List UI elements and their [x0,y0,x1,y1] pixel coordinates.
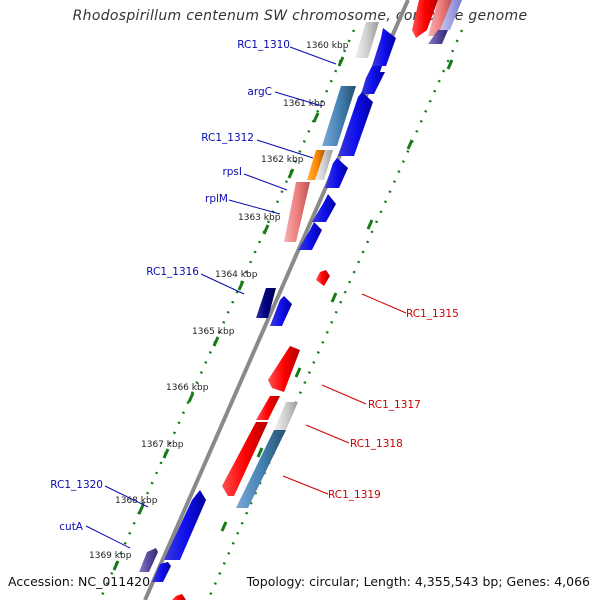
gene-feature [412,0,438,38]
accession-text: Accession: NC_011420 [8,574,151,589]
gene-feature [428,30,448,44]
kbp-tick-label: 1369 kbp [89,551,132,561]
forward-gene-features [139,22,396,582]
kbp-tick-label: 1365 kbp [192,327,235,337]
gene-label-rplm[interactable]: rplM [205,193,228,205]
gene-feature [139,548,158,572]
gene-label-rpsi[interactable]: rpsI [222,166,242,178]
gene-feature [338,92,373,156]
kbp-tick-label: 1367 kbp [141,440,184,450]
gene-feature [236,430,286,508]
gene-feature [222,422,268,496]
gene-label-rc1-1318[interactable]: RC1_1318 [350,438,403,450]
gene-feature [256,396,280,420]
gene-label-rc1-1319[interactable]: RC1_1319 [328,489,381,501]
gene-feature [152,562,171,582]
gene-label-rc1-1317[interactable]: RC1_1317 [368,399,421,411]
kbp-tick-label: 1363 kbp [238,213,281,223]
gene-feature [355,22,379,58]
kbp-tick-label: 1362 kbp [261,155,304,165]
gene-feature [268,346,300,392]
gene-feature [361,66,385,94]
kbp-tick-label: 1366 kbp [166,383,209,393]
gene-label-rc1-1316[interactable]: RC1_1316 [146,266,199,278]
topology-text: Topology: circular; Length: 4,355,543 bp… [246,574,590,589]
map-title: Rhodospirillum centenum SW chromosome, c… [72,8,528,24]
gene-label-rc1-1312[interactable]: RC1_1312 [201,132,254,144]
gene-feature [312,194,336,222]
gene-feature [372,28,396,66]
gene-label-cuta[interactable]: cutA [59,521,84,533]
gene-feature [298,222,322,250]
gene-feature [307,150,325,180]
kbp-tick-label: 1364 kbp [215,270,258,280]
gene-feature [316,270,330,286]
kbp-tick-label: 1360 kbp [306,41,349,51]
gene-label-rc1-1310[interactable]: RC1_1310 [237,39,290,51]
gene-feature [270,296,292,326]
gene-feature [164,490,206,560]
gene-feature [325,158,348,188]
leader-lines [85,46,407,549]
reverse-gene-features [172,0,462,600]
gene-feature [172,594,186,600]
gene-feature [274,402,298,430]
gene-feature [284,182,310,242]
gene-label-argc[interactable]: argC [247,86,272,98]
gene-label-rc1-1320[interactable]: RC1_1320 [50,479,103,491]
gene-feature [428,0,452,36]
kbp-tick-label: 1361 kbp [283,99,326,109]
gene-feature [256,288,276,318]
gene-label-rc1-1315[interactable]: RC1_1315 [406,308,459,320]
gene-feature [440,0,462,30]
gene-feature [315,150,333,180]
major-tick-marks [112,56,454,571]
gene-feature [322,86,356,146]
